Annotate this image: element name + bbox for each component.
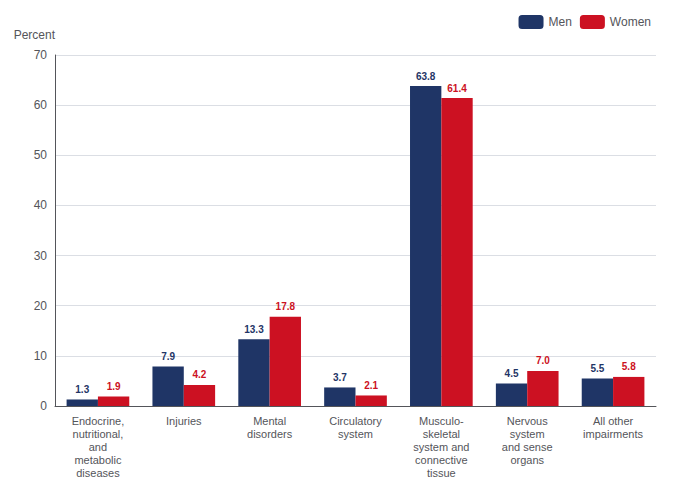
svg-text:3.7: 3.7	[333, 372, 347, 383]
svg-text:Women: Women	[610, 15, 651, 29]
svg-text:system: system	[510, 428, 545, 440]
svg-text:63.8: 63.8	[416, 71, 436, 82]
svg-text:impairments: impairments	[583, 428, 643, 440]
svg-text:Circulatory: Circulatory	[329, 415, 382, 427]
svg-text:5.8: 5.8	[622, 361, 636, 372]
svg-text:and sense: and sense	[502, 441, 553, 453]
svg-text:4.2: 4.2	[193, 369, 207, 380]
svg-text:61.4: 61.4	[447, 83, 467, 94]
svg-text:system and: system and	[413, 441, 469, 453]
svg-text:Injuries: Injuries	[166, 415, 202, 427]
svg-text:50: 50	[34, 148, 48, 162]
svg-text:20: 20	[34, 299, 48, 313]
svg-text:organs: organs	[510, 454, 544, 466]
svg-text:tissue: tissue	[427, 467, 456, 479]
svg-text:metabolic: metabolic	[74, 454, 122, 466]
svg-text:40: 40	[34, 198, 48, 212]
svg-text:7.0: 7.0	[536, 355, 550, 366]
svg-text:Endocrine,: Endocrine,	[72, 415, 125, 427]
svg-text:4.5: 4.5	[505, 368, 519, 379]
svg-text:Men: Men	[549, 15, 572, 29]
svg-text:1.9: 1.9	[107, 381, 121, 392]
svg-text:10: 10	[34, 349, 48, 363]
svg-text:13.3: 13.3	[244, 324, 264, 335]
svg-text:Mental: Mental	[253, 415, 286, 427]
svg-text:skeletal: skeletal	[423, 428, 460, 440]
svg-text:connective: connective	[415, 454, 468, 466]
svg-text:17.8: 17.8	[276, 301, 296, 312]
svg-text:diseases: diseases	[76, 467, 120, 479]
svg-text:Percent: Percent	[14, 28, 56, 42]
svg-text:Nervous: Nervous	[507, 415, 548, 427]
svg-text:and: and	[89, 441, 107, 453]
svg-text:system: system	[338, 428, 373, 440]
svg-text:0: 0	[40, 399, 47, 413]
svg-text:30: 30	[34, 249, 48, 263]
svg-text:7.9: 7.9	[161, 351, 175, 362]
svg-text:5.5: 5.5	[590, 363, 604, 374]
svg-text:2.1: 2.1	[364, 380, 378, 391]
svg-text:Musculo-: Musculo-	[419, 415, 464, 427]
svg-text:nutritional,: nutritional,	[73, 428, 124, 440]
svg-text:70: 70	[34, 48, 48, 62]
svg-text:1.3: 1.3	[75, 384, 89, 395]
svg-text:disorders: disorders	[247, 428, 293, 440]
svg-text:All other: All other	[593, 415, 634, 427]
svg-text:60: 60	[34, 98, 48, 112]
